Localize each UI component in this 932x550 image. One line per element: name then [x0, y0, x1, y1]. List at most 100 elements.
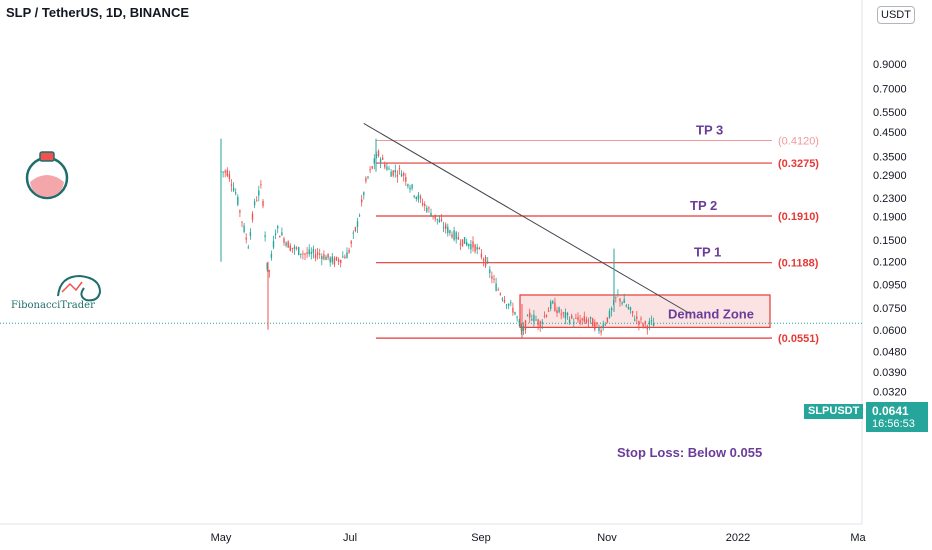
- candle-body: [327, 253, 329, 258]
- candle-body: [589, 316, 592, 319]
- candle-body: [495, 283, 497, 291]
- x-tick-label: Ma: [850, 532, 866, 544]
- candle-body: [415, 196, 417, 200]
- candle-body: [331, 256, 333, 263]
- candle-body: [413, 195, 415, 197]
- candle-body: [358, 215, 361, 217]
- candle-body: [241, 221, 243, 223]
- candle-body: [434, 214, 436, 219]
- candle-body: [247, 247, 249, 249]
- candle-body: [636, 316, 638, 319]
- candle-body: [640, 318, 642, 320]
- candle-body: [342, 256, 344, 258]
- candle-body: [239, 210, 241, 213]
- candle-body: [344, 256, 346, 259]
- x-tick-label: Sep: [471, 532, 491, 544]
- last-price-tag: 0.0641 16:56:53: [866, 402, 928, 432]
- candle-body: [363, 192, 365, 196]
- candle-body: [430, 213, 432, 217]
- candle-body: [592, 318, 594, 327]
- candle-body: [386, 166, 388, 170]
- candle-body: [581, 318, 583, 321]
- candle-body: [268, 270, 270, 272]
- candle-body: [493, 278, 495, 280]
- candle-body: [222, 171, 224, 173]
- candle-body: [436, 218, 438, 220]
- candle-body: [501, 298, 504, 300]
- candle-body: [411, 184, 413, 189]
- currency-button[interactable]: USDT: [877, 6, 915, 24]
- candle-body: [602, 324, 604, 328]
- candle-body: [564, 312, 567, 319]
- candle-body: [319, 253, 321, 255]
- x-tick-label: Nov: [597, 532, 617, 544]
- candle-body: [573, 321, 575, 324]
- y-tick-label: 0.1500: [873, 235, 907, 247]
- candle-body: [617, 294, 619, 296]
- candle-body: [468, 243, 470, 247]
- candle-body: [329, 257, 331, 263]
- candle-body: [438, 219, 441, 223]
- target-label: TP 3: [696, 123, 723, 138]
- candle-body: [482, 259, 485, 261]
- candle-body: [291, 247, 294, 249]
- candle-body: [369, 169, 371, 171]
- candle-body: [560, 313, 562, 315]
- candle-body: [472, 241, 474, 248]
- logo-swirl: [57, 274, 102, 302]
- candle-body: [474, 244, 476, 252]
- candle-body: [356, 221, 359, 228]
- candle-body: [522, 326, 525, 331]
- candle-body: [621, 302, 623, 304]
- candle-body: [453, 230, 455, 240]
- candle-body: [541, 321, 543, 324]
- candle-body: [230, 184, 233, 186]
- candle-body: [302, 253, 304, 255]
- candle-body: [491, 276, 493, 279]
- candle-body: [646, 326, 648, 330]
- target-label: TP 2: [690, 198, 717, 213]
- bottle-liquid: [30, 175, 64, 197]
- candle-series: [220, 138, 655, 339]
- bar-countdown: 16:56:53: [872, 418, 915, 430]
- candle-body: [604, 324, 606, 326]
- candle-body: [258, 190, 260, 196]
- candle-body: [373, 158, 375, 164]
- candle-body: [547, 310, 550, 312]
- candle-body: [419, 196, 422, 199]
- target-label: TP 1: [694, 245, 721, 260]
- candle-body: [432, 215, 434, 217]
- candle-body: [283, 238, 285, 243]
- candle-body: [428, 207, 430, 209]
- candle-body: [388, 168, 390, 170]
- candle-body: [272, 240, 275, 248]
- candle-body: [545, 314, 548, 317]
- candle-body: [405, 177, 407, 182]
- y-tick-label: 0.9000: [873, 59, 907, 71]
- x-tick-label: May: [211, 532, 232, 544]
- level-value-label: (0.4120): [778, 136, 819, 148]
- candle-body: [407, 184, 409, 187]
- candle-body: [487, 261, 489, 263]
- candle-body: [510, 302, 512, 304]
- candle-body: [379, 159, 382, 163]
- candle-body: [256, 200, 258, 202]
- candle-body: [447, 226, 449, 234]
- candle-body: [392, 170, 394, 176]
- candle-body: [346, 252, 348, 259]
- candle-body: [398, 168, 401, 170]
- candle-body: [308, 249, 310, 255]
- candle-body: [619, 298, 621, 302]
- candle-body: [552, 301, 554, 304]
- level-value-label: (0.3275): [778, 158, 819, 170]
- candle-body: [463, 237, 466, 244]
- candle-body: [264, 235, 266, 238]
- y-tick-label: 0.0480: [873, 347, 907, 359]
- candle-body: [421, 203, 424, 206]
- candle-body: [627, 307, 630, 309]
- candle-body: [608, 310, 611, 318]
- candle-body: [348, 249, 350, 253]
- candle-body: [583, 316, 585, 322]
- candle-body: [568, 319, 571, 323]
